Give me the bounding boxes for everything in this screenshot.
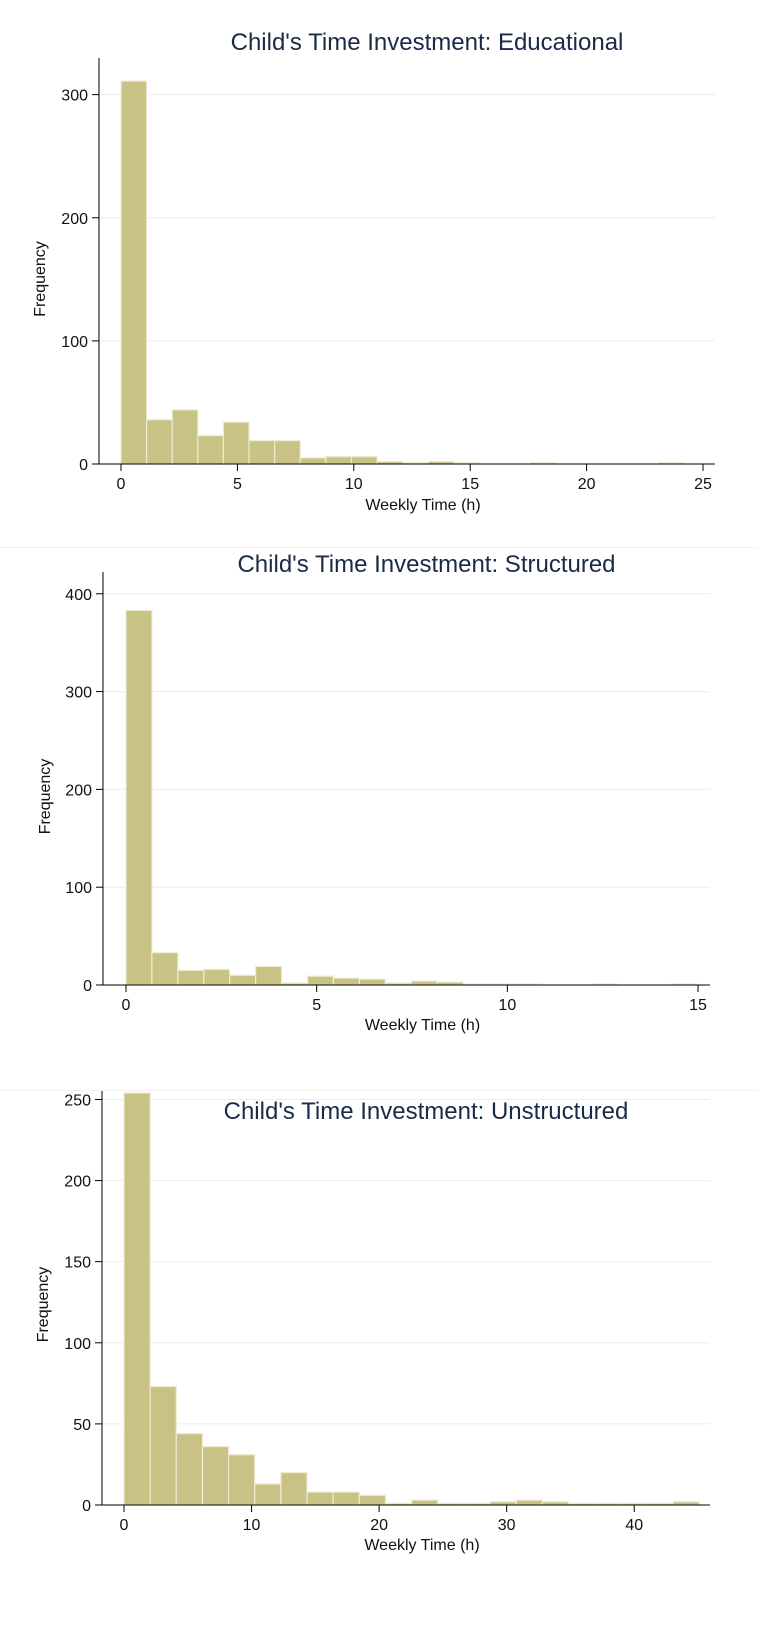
chart-title: Child's Time Investment: Educational: [231, 29, 624, 56]
x-tick-label: 10: [498, 997, 516, 1014]
x-tick-label: 30: [498, 1517, 516, 1534]
x-tick-label: 40: [625, 1517, 643, 1534]
histogram-structured: 0 100 200 300 400 0 5 10 15 Child's Time Investme…: [37, 551, 710, 1034]
histogram-bar: [332, 977, 360, 986]
histogram-bar: [146, 419, 173, 465]
y-tick-label: 300: [61, 88, 88, 105]
histogram-bar: [358, 978, 386, 986]
y-tick-label: 100: [61, 334, 88, 351]
y-tick-label: 250: [64, 1092, 91, 1109]
histogram-bar: [120, 80, 148, 465]
histogram-bar: [280, 1471, 308, 1506]
panel-divider: [0, 1090, 758, 1091]
histogram-bar: [325, 456, 353, 465]
histogram-bar: [222, 421, 250, 465]
x-tick-label: 5: [312, 997, 321, 1014]
x-tick-label: 25: [694, 476, 712, 493]
histogram-bar: [201, 1446, 230, 1506]
histogram-bar: [306, 975, 335, 986]
y-axis-label: Frequency: [37, 759, 54, 835]
y-tick-label: 0: [82, 1498, 91, 1515]
chart-structured: 0 100 200 300 400 0 5 10 15 Child's Time Investme…: [0, 548, 758, 1091]
y-axis-label: Frequency: [35, 1267, 52, 1343]
x-tick-label: 10: [345, 476, 363, 493]
x-tick-label: 5: [233, 476, 242, 493]
histogram-educational: 0 100 200 300 0 5 10 15 20 25 Child's Time Investm…: [32, 29, 715, 514]
y-tick-label: 200: [64, 1174, 91, 1191]
histogram-bar: [203, 968, 231, 986]
panel-divider: [0, 547, 758, 548]
histogram-bar: [177, 969, 205, 986]
histogram-bar: [254, 1483, 282, 1506]
histogram-bar: [171, 409, 199, 465]
histogram-bar: [299, 457, 327, 465]
x-tick-label: 0: [122, 997, 131, 1014]
y-tick-label: 200: [65, 782, 92, 799]
histogram-unstructured: 0 50 100 150 200 250 0 10 20 30 40 Child's Time Inv…: [35, 1091, 710, 1554]
y-tick-label: 200: [61, 211, 88, 228]
chart-educational: 0 100 200 300 0 5 10 15 20 25 Child's Time Investm…: [0, 0, 758, 548]
histogram-bar: [125, 609, 153, 986]
x-tick-label: 15: [689, 997, 707, 1014]
histogram-bar: [248, 440, 276, 465]
y-tick-label: 100: [64, 1336, 91, 1353]
chart-title: Child's Time Investment: Unstructured: [224, 1098, 629, 1125]
y-axis-label: Frequency: [32, 241, 49, 317]
x-axis-label: Weekly Time (h): [365, 497, 480, 514]
y-tick-label: 100: [65, 880, 92, 897]
x-tick-label: 0: [120, 1517, 129, 1534]
x-axis-label: Weekly Time (h): [365, 1017, 480, 1034]
x-tick-label: 20: [370, 1517, 388, 1534]
x-tick-label: 15: [461, 476, 479, 493]
y-tick-label: 0: [83, 978, 92, 995]
histogram-bar: [255, 965, 283, 986]
y-tick-label: 300: [65, 685, 92, 702]
histogram-bar: [123, 1092, 151, 1506]
y-tick-label: 50: [73, 1417, 91, 1434]
histogram-bar: [515, 1499, 543, 1506]
histogram-bar: [151, 952, 179, 986]
x-axis-label: Weekly Time (h): [364, 1537, 479, 1554]
histogram-bar: [358, 1494, 387, 1506]
y-tick-label: 400: [65, 587, 92, 604]
histogram-bar: [227, 1454, 256, 1506]
histogram-bar: [411, 1499, 439, 1506]
x-tick-label: 0: [117, 476, 126, 493]
histogram-bar: [149, 1385, 177, 1506]
y-tick-label: 0: [79, 457, 88, 474]
histogram-bar: [274, 440, 301, 465]
histogram-bar: [306, 1491, 334, 1506]
histogram-bar: [332, 1491, 360, 1506]
histogram-bar: [350, 456, 378, 465]
x-tick-label: 20: [578, 476, 596, 493]
x-tick-label: 10: [243, 1517, 261, 1534]
chart-unstructured: 0 50 100 150 200 250 0 10 20 30 40 Child's Time Inv…: [0, 1091, 758, 1650]
y-tick-label: 150: [64, 1255, 91, 1272]
histogram-bar: [175, 1433, 204, 1506]
chart-title: Child's Time Investment: Structured: [237, 551, 615, 578]
histogram-bar: [197, 435, 225, 465]
histogram-bar: [229, 974, 257, 986]
histogram-bar: [410, 980, 438, 986]
